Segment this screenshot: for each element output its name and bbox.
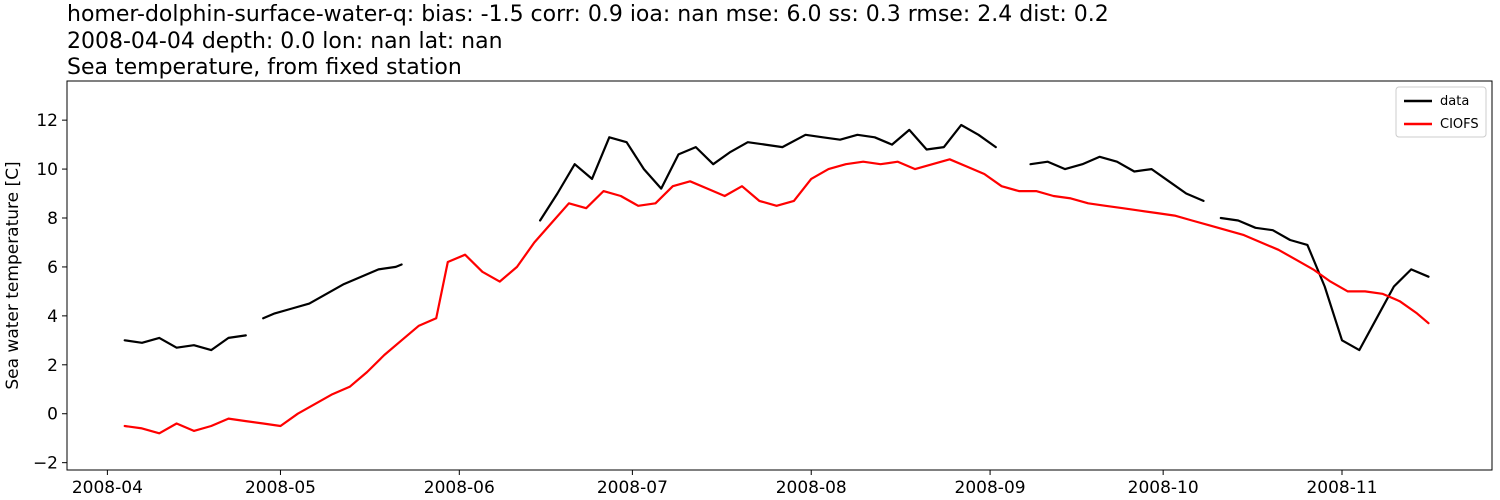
legend-label: data <box>1440 94 1469 109</box>
y-axis: −2 0 2 4 6 8 10 12 <box>33 111 67 474</box>
y-tick-label: 2 <box>47 356 58 376</box>
x-tick-label: 2008-11 <box>1306 478 1377 498</box>
series-data-line <box>262 263 403 320</box>
x-tick-label: 2008-10 <box>1128 478 1199 498</box>
y-tick-label: 12 <box>36 111 58 131</box>
x-tick-label: 2008-08 <box>776 478 847 498</box>
y-axis-label: Sea water temperature [C] <box>3 161 23 389</box>
y-tick-label: 4 <box>47 307 58 327</box>
x-tick-label: 2008-06 <box>424 478 495 498</box>
series-layer <box>123 123 1430 435</box>
y-tick-label: 8 <box>47 209 58 229</box>
y-tick-label: −2 <box>33 454 58 474</box>
x-axis: 2008-04 2008-05 2008-06 2008-07 2008-08 2008-… <box>72 470 1378 498</box>
chart-title-line-1: homer-dolphin-surface-water-q: bias: -1.… <box>67 2 1109 27</box>
x-tick-label: 2008-04 <box>72 478 143 498</box>
legend-label: CIOFS <box>1440 117 1479 132</box>
chart-title-line-2: 2008-04-04 depth: 0.0 lon: nan lat: nan <box>67 29 503 54</box>
legend: data CIOFS <box>1395 86 1487 138</box>
series-data-line <box>1029 155 1205 202</box>
plot-frame <box>66 80 1493 471</box>
series-ciofs-line <box>123 158 1430 435</box>
x-tick-label: 2008-07 <box>597 478 668 498</box>
y-tick-label: 6 <box>47 258 58 278</box>
y-tick-label: 10 <box>36 160 58 180</box>
series-data-line <box>538 123 997 222</box>
x-tick-label: 2008-09 <box>955 478 1026 498</box>
series-data-line <box>123 334 247 352</box>
chart-title-line-3: Sea temperature, from fixed station <box>67 55 462 80</box>
series-data-line <box>1219 216 1430 352</box>
x-tick-label: 2008-05 <box>245 478 316 498</box>
y-tick-label: 0 <box>47 405 58 425</box>
